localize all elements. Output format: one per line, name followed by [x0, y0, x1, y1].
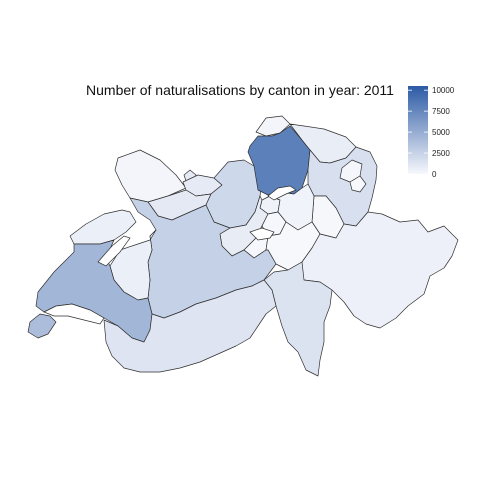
color-legend: 0 2500 5000 7500 10000: [408, 86, 455, 179]
canton-layer: [27, 115, 459, 377]
legend-tick-label: 2500: [432, 149, 450, 158]
legend-ticks: 0 2500 5000 7500 10000: [408, 86, 455, 179]
legend-tick-label: 10000: [432, 86, 455, 95]
canton-ai: [349, 175, 367, 193]
map-title: Number of naturalisations by canton in y…: [86, 82, 394, 98]
legend-tick-label: 0: [432, 170, 437, 179]
canton-zh: [247, 125, 311, 196]
canton-ge: [27, 313, 57, 339]
legend-colorbar: [408, 86, 428, 174]
legend-tick-label: 7500: [432, 107, 450, 116]
canton-vs: [103, 279, 277, 373]
legend-tick-label: 5000: [432, 128, 450, 137]
lake-lucerne: [249, 227, 275, 241]
lake-neuchatel: [97, 235, 131, 267]
lake-layer: [43, 185, 297, 325]
lake-geneva: [43, 303, 105, 325]
lake-zurich: [267, 185, 297, 201]
